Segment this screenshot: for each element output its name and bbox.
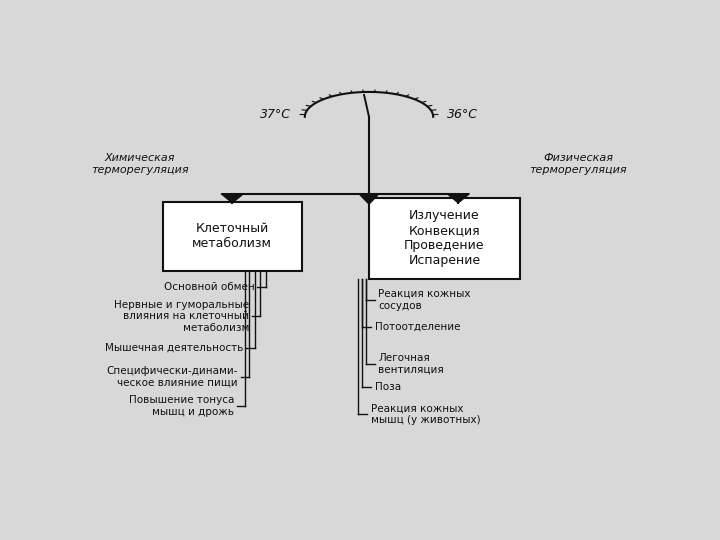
Text: Повышение тонуса
мышц и дрожь: Повышение тонуса мышц и дрожь <box>129 395 234 416</box>
Text: 37°C: 37°C <box>260 108 291 121</box>
Text: Специфически-динами-
ческое влияние пищи: Специфически-динами- ческое влияние пищи <box>107 366 238 388</box>
Text: Клеточный
метаболизм: Клеточный метаболизм <box>192 222 272 251</box>
Text: 36°C: 36°C <box>447 108 478 121</box>
Text: Излучение
Конвекция
Проведение
Испарение: Излучение Конвекция Проведение Испарение <box>404 210 485 267</box>
Polygon shape <box>359 194 379 204</box>
Text: Химическая
терморегуляция: Химическая терморегуляция <box>91 153 189 175</box>
Text: Мышечная деятельность: Мышечная деятельность <box>105 342 243 353</box>
Text: Реакция кожных
мышц (у животных): Реакция кожных мышц (у животных) <box>371 403 480 425</box>
Text: Основной обмен: Основной обмен <box>164 282 255 292</box>
Text: Потоотделение: Потоотделение <box>374 322 460 332</box>
FancyBboxPatch shape <box>163 202 302 271</box>
Text: Легочная
вентиляция: Легочная вентиляция <box>379 353 444 375</box>
Polygon shape <box>221 194 243 203</box>
Text: Поза: Поза <box>374 382 401 392</box>
Polygon shape <box>447 194 469 203</box>
Text: Нервные и гуморальные
влияния на клеточный
метаболизм: Нервные и гуморальные влияния на клеточн… <box>114 300 249 333</box>
FancyBboxPatch shape <box>369 198 520 279</box>
Text: Физическая
терморегуляция: Физическая терморегуляция <box>529 153 627 175</box>
Text: Реакция кожных
сосудов: Реакция кожных сосудов <box>379 289 471 310</box>
